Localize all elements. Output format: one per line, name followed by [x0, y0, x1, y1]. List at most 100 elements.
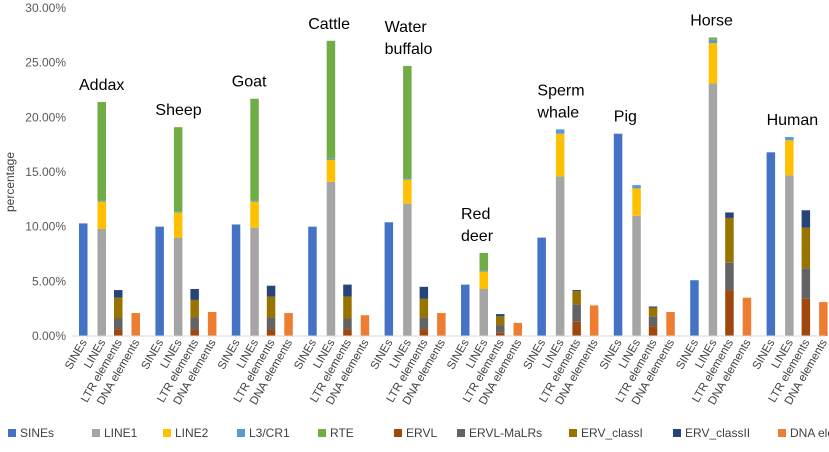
- bar-segment-dna: [284, 313, 293, 336]
- species-label: Goat: [232, 74, 267, 91]
- bar-segment-ervl: [419, 329, 429, 336]
- bar-segment-rte: [250, 98, 259, 201]
- species-label: Water buffalo: [385, 19, 433, 58]
- bar-segment-dna: [742, 297, 752, 336]
- bar-segment-sines: [537, 237, 546, 336]
- y-tick-label: 25.00%: [25, 56, 66, 70]
- species-label: Sheep: [155, 102, 201, 119]
- legend-label: SINEs: [20, 426, 54, 440]
- y-tick-label: 10.00%: [25, 220, 66, 234]
- bar-segment-ervclass1: [496, 316, 505, 326]
- bar-segment-ervl: [801, 298, 811, 336]
- bar-segment-sines: [613, 133, 623, 336]
- bar-segment-sines: [155, 226, 164, 336]
- bar-segment-line1: [632, 215, 641, 336]
- plot-area: [72, 37, 828, 337]
- bar-segment-ervclass1: [266, 296, 276, 318]
- bar-segment-line1: [326, 181, 336, 336]
- bar-segment-line2: [555, 133, 565, 177]
- bar-segment-l3cr1: [326, 158, 336, 160]
- bar-segment-ervlmalr: [343, 318, 352, 330]
- bar-segment-dna: [131, 313, 140, 336]
- bar-segment-ervlmalr: [648, 316, 658, 327]
- bar-segment-ervl: [190, 329, 199, 336]
- bar-segment-sines: [766, 152, 776, 336]
- bar-segment-line2: [97, 201, 106, 229]
- bar-segment-ervl: [114, 329, 123, 336]
- bar-segment-l3cr1: [173, 211, 183, 213]
- legend-swatch: [394, 429, 402, 437]
- legend: SINEs LINE1 LINE2 L3/CR1 RTE ERVL ERVL-MaLRs ER…: [8, 426, 829, 440]
- bar-segment-ervclass2: [648, 306, 658, 308]
- bar-segment-ervclass2: [266, 285, 276, 297]
- bar-segment-line1: [250, 227, 259, 336]
- y-axis: 0.00% 5.00% 10.00% 15.00% 20.00% 25.00% 30.00%: [25, 1, 66, 343]
- bar-segment-l3cr1: [555, 129, 565, 134]
- bar-segment-line2: [403, 179, 412, 204]
- legend-swatch: [92, 429, 100, 437]
- bar-segment-sines: [461, 284, 470, 336]
- bar-segment-rte: [708, 37, 718, 40]
- bar-segment-l3cr1: [97, 200, 106, 202]
- bar-segment-line1: [555, 176, 565, 336]
- bar-segment-rte: [173, 127, 183, 212]
- bar-segment-ervclass1: [343, 296, 352, 319]
- bar-segment-sines: [231, 224, 241, 336]
- species-label: Human: [767, 112, 819, 129]
- bar-segment-ervl: [725, 290, 734, 336]
- bar-segment-ervclass1: [572, 291, 581, 305]
- species-label: Addax: [79, 77, 124, 94]
- y-tick-label: 15.00%: [25, 165, 66, 179]
- bar-segment-rte: [326, 40, 336, 159]
- species-label: Red deer: [461, 206, 494, 245]
- species-label: Cattle: [308, 16, 350, 33]
- y-tick-label: 0.00%: [32, 329, 66, 343]
- bar-segment-ervlmalr: [725, 262, 734, 291]
- bar-segment-line1: [173, 237, 183, 336]
- bar-segment-l3cr1: [632, 185, 641, 189]
- legend-label: ERVL: [406, 426, 437, 440]
- bar-segment-ervl: [266, 329, 276, 336]
- bar-segment-ervlmalr: [190, 317, 199, 330]
- species-labels: Addax Sheep Goat Cattle Water buffalo Red deer S…: [79, 13, 818, 245]
- bar-segment-l3cr1: [250, 200, 259, 202]
- species-label: Sperm whale: [536, 82, 584, 121]
- bar-segment-ervl: [496, 332, 505, 336]
- bar-segment-line1: [785, 175, 794, 336]
- y-tick-label: 5.00%: [32, 274, 66, 288]
- bar-segment-ervl: [343, 329, 352, 336]
- legend-swatch: [457, 429, 465, 437]
- bar-segment-rte: [403, 65, 412, 179]
- bar-segment-dna: [666, 311, 675, 336]
- bar-segment-ervclass2: [190, 288, 199, 300]
- bar-segment-ervclass2: [496, 314, 505, 317]
- bar-segment-l3cr1: [403, 178, 412, 180]
- bar-segment-ervclass2: [801, 210, 811, 228]
- legend-label: LINE1: [104, 426, 138, 440]
- bar-segment-line2: [250, 201, 259, 228]
- legend-swatch: [163, 429, 171, 437]
- bar-segment-dna: [360, 315, 370, 336]
- bar-segment-ervclass2: [572, 290, 581, 292]
- species-label: Horse: [690, 13, 733, 30]
- bar-segment-line2: [479, 271, 488, 289]
- bar-segment-line2: [632, 188, 641, 216]
- bar-segment-l3cr1: [785, 137, 794, 141]
- bar-segment-ervclass1: [190, 299, 199, 318]
- legend-swatch: [318, 429, 326, 437]
- bar-segment-ervclass1: [648, 307, 658, 317]
- bar-segment-ervlmalr: [114, 318, 123, 330]
- bar-segment-line1: [479, 288, 488, 336]
- bar-segment-ervlmalr: [419, 317, 429, 330]
- legend-label: ERV_classII: [685, 426, 750, 440]
- bar-segment-line2: [708, 42, 718, 84]
- legend-label: RTE: [330, 426, 354, 440]
- bar-segment-dna: [207, 311, 217, 336]
- bar-segment-line1: [403, 203, 412, 336]
- legend-label: L3/CR1: [249, 426, 290, 440]
- bar-segment-ervl: [648, 326, 658, 336]
- bar-segment-ervclass2: [725, 212, 734, 218]
- bar-segment-ervlmalr: [496, 325, 505, 333]
